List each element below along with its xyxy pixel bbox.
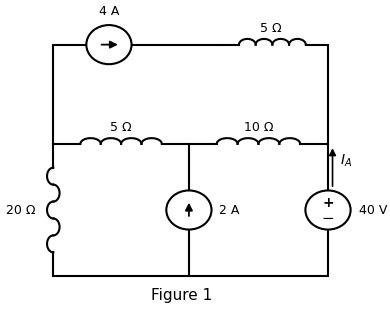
Text: 5 Ω: 5 Ω [260,22,282,35]
Text: 10 Ω: 10 Ω [244,121,273,134]
Text: 4 A: 4 A [99,6,119,19]
Text: 20 Ω: 20 Ω [6,204,36,217]
Text: 5 Ω: 5 Ω [110,121,132,134]
Text: Figure 1: Figure 1 [151,288,213,303]
Text: 2 A: 2 A [219,204,239,217]
Text: −: − [322,211,334,226]
Text: $I_A$: $I_A$ [340,153,352,169]
Text: +: + [322,196,334,210]
Text: 40 V: 40 V [359,204,388,217]
